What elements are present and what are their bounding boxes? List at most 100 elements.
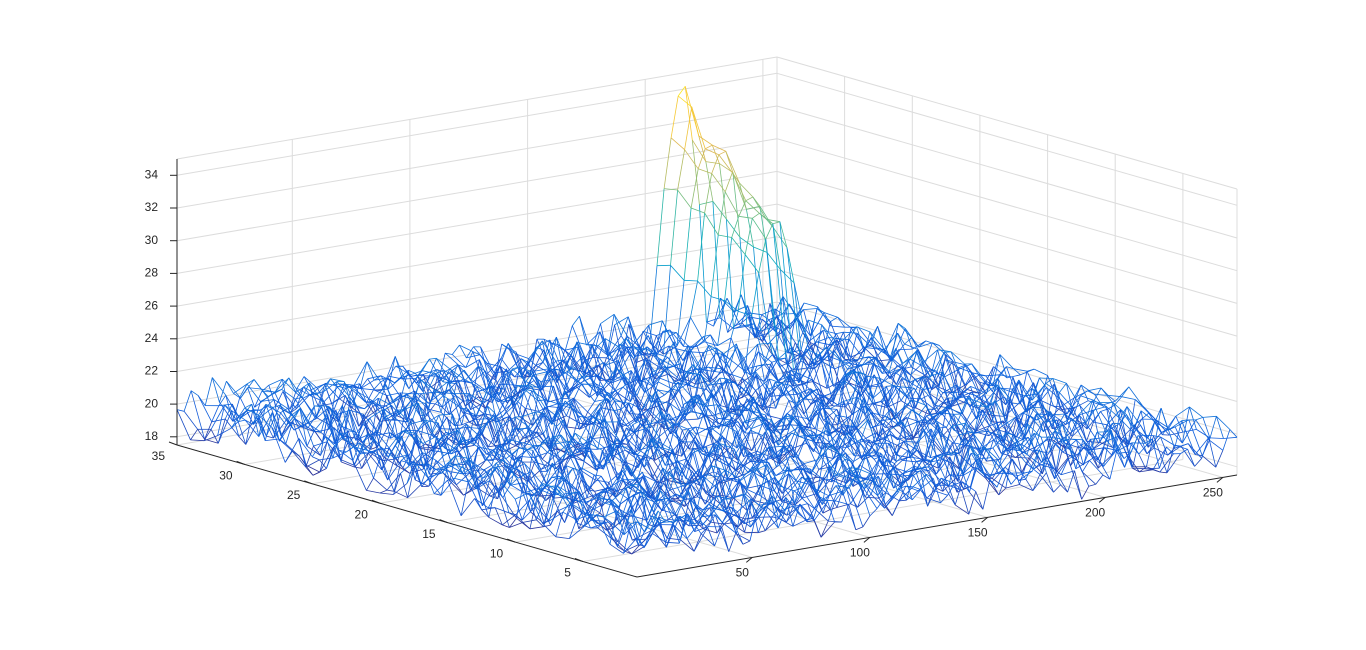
mesh-segment-x [847, 433, 855, 448]
mesh-segment-x [797, 438, 806, 457]
mesh-segment-x [593, 323, 601, 345]
mesh-segment-x [496, 467, 505, 488]
mesh-segment-x [816, 453, 825, 495]
mesh-segment-y [319, 446, 334, 473]
mesh-segment-x [670, 497, 678, 503]
mesh-segment-y [449, 480, 464, 496]
mesh-segment-y [447, 398, 462, 409]
mesh-segment-y [777, 369, 792, 382]
mesh-segment-x [830, 316, 838, 322]
mesh-segment-y [774, 381, 790, 401]
mesh-segment-y [442, 472, 457, 486]
mesh-segment-y [787, 349, 802, 354]
mesh-segment-y [770, 419, 785, 443]
mesh-segment-x [946, 414, 954, 428]
mesh-segment-x [712, 377, 721, 386]
mesh-segment-y [691, 396, 706, 417]
mesh-segment-y [837, 414, 852, 425]
mesh-segment-y [533, 445, 548, 472]
mesh-segment-x [271, 412, 280, 442]
mesh-segment-y [981, 409, 997, 430]
mesh-segment-y [272, 407, 287, 426]
mesh-segment-y [452, 354, 467, 368]
mesh-segment-y [705, 161, 720, 164]
mesh-segment-y [1077, 423, 1093, 451]
mesh-segment-y [580, 467, 595, 476]
mesh-segment-y [726, 298, 741, 327]
mesh-segment-y [454, 408, 469, 426]
mesh-segment-y [966, 444, 981, 450]
mesh-segment-x [1045, 378, 1054, 384]
mesh-segment-x [1014, 452, 1023, 458]
mesh-segment-y [538, 462, 553, 489]
mesh-segment-y [775, 469, 790, 476]
mesh-segment-y [754, 371, 770, 390]
mesh-segment-x [274, 379, 283, 393]
mesh-segment-x [795, 398, 804, 404]
mesh-segment-x [809, 308, 818, 343]
mesh-segment-x [604, 419, 613, 457]
mesh-segment-x [1031, 387, 1040, 394]
mesh-segment-x [999, 354, 1008, 379]
mesh-segment-y [1022, 413, 1037, 440]
wall-grid-line-z [176, 203, 778, 307]
mesh-segment-x [950, 453, 959, 456]
mesh-segment-y [316, 378, 331, 396]
mesh-segment-x [380, 446, 389, 458]
mesh-segment-y [1066, 382, 1081, 406]
mesh-segment-x [809, 388, 818, 394]
mesh-segment-x [600, 398, 609, 425]
mesh-segment-y [575, 375, 589, 381]
mesh-segment-x [801, 355, 810, 366]
mesh-segment-x [744, 218, 753, 255]
mesh-segment-y [344, 383, 359, 393]
mesh-segment-y [361, 449, 376, 469]
mesh-segment-x [691, 139, 700, 205]
mesh-segment-y [549, 486, 564, 500]
mesh-segment-y [737, 375, 752, 387]
mesh-segment-x [1031, 377, 1040, 401]
mesh-segment-y [876, 348, 891, 358]
mesh-segment-y [566, 415, 581, 424]
mesh-segment-y [766, 252, 781, 270]
mesh-segment-x [450, 430, 458, 452]
mesh-segment-x [641, 471, 650, 493]
mesh-segment-x [690, 168, 699, 209]
mesh-segment-x [504, 395, 513, 409]
mesh-segment-y [678, 461, 693, 472]
mesh-segment-x [477, 469, 485, 479]
mesh-segment-x [761, 388, 770, 410]
mesh-segment-x [882, 428, 891, 464]
mesh-segment-y [750, 422, 765, 430]
mesh-segment-x [976, 391, 985, 397]
mesh-segment-x [711, 154, 720, 174]
mesh-segment-x [928, 376, 937, 387]
mesh-segment-y [803, 308, 818, 310]
mesh-segment-y [479, 354, 494, 376]
mesh-segment-x [601, 388, 610, 397]
mesh-segment-y [773, 326, 788, 354]
mesh-segment-y [1072, 422, 1087, 437]
mesh-segment-x [332, 383, 340, 386]
mesh-segment-x [258, 404, 267, 437]
mesh-segment-x [840, 369, 848, 382]
mesh-segment-y [522, 432, 537, 450]
mesh-segment-y [374, 388, 389, 391]
mesh-segment-x [630, 373, 638, 402]
mesh-segment-y [808, 319, 822, 326]
mesh-segment-y [339, 433, 354, 447]
mesh-segment-y [469, 400, 484, 415]
mesh-segment-x [564, 478, 573, 488]
mesh-segment-y [649, 475, 664, 499]
mesh-segment-x [769, 446, 777, 468]
mesh-segment-y [358, 401, 373, 427]
mesh-segment-y [738, 310, 752, 317]
mesh-segment-y [462, 400, 477, 426]
mesh-segment-x [971, 432, 980, 451]
mesh-segment-x [748, 390, 757, 401]
mesh-segment-y [651, 365, 666, 373]
mesh-segment-y [895, 348, 910, 383]
mesh-segment-x [804, 379, 812, 385]
mesh-segment-x [567, 367, 575, 372]
mesh-segment-x [633, 415, 642, 456]
